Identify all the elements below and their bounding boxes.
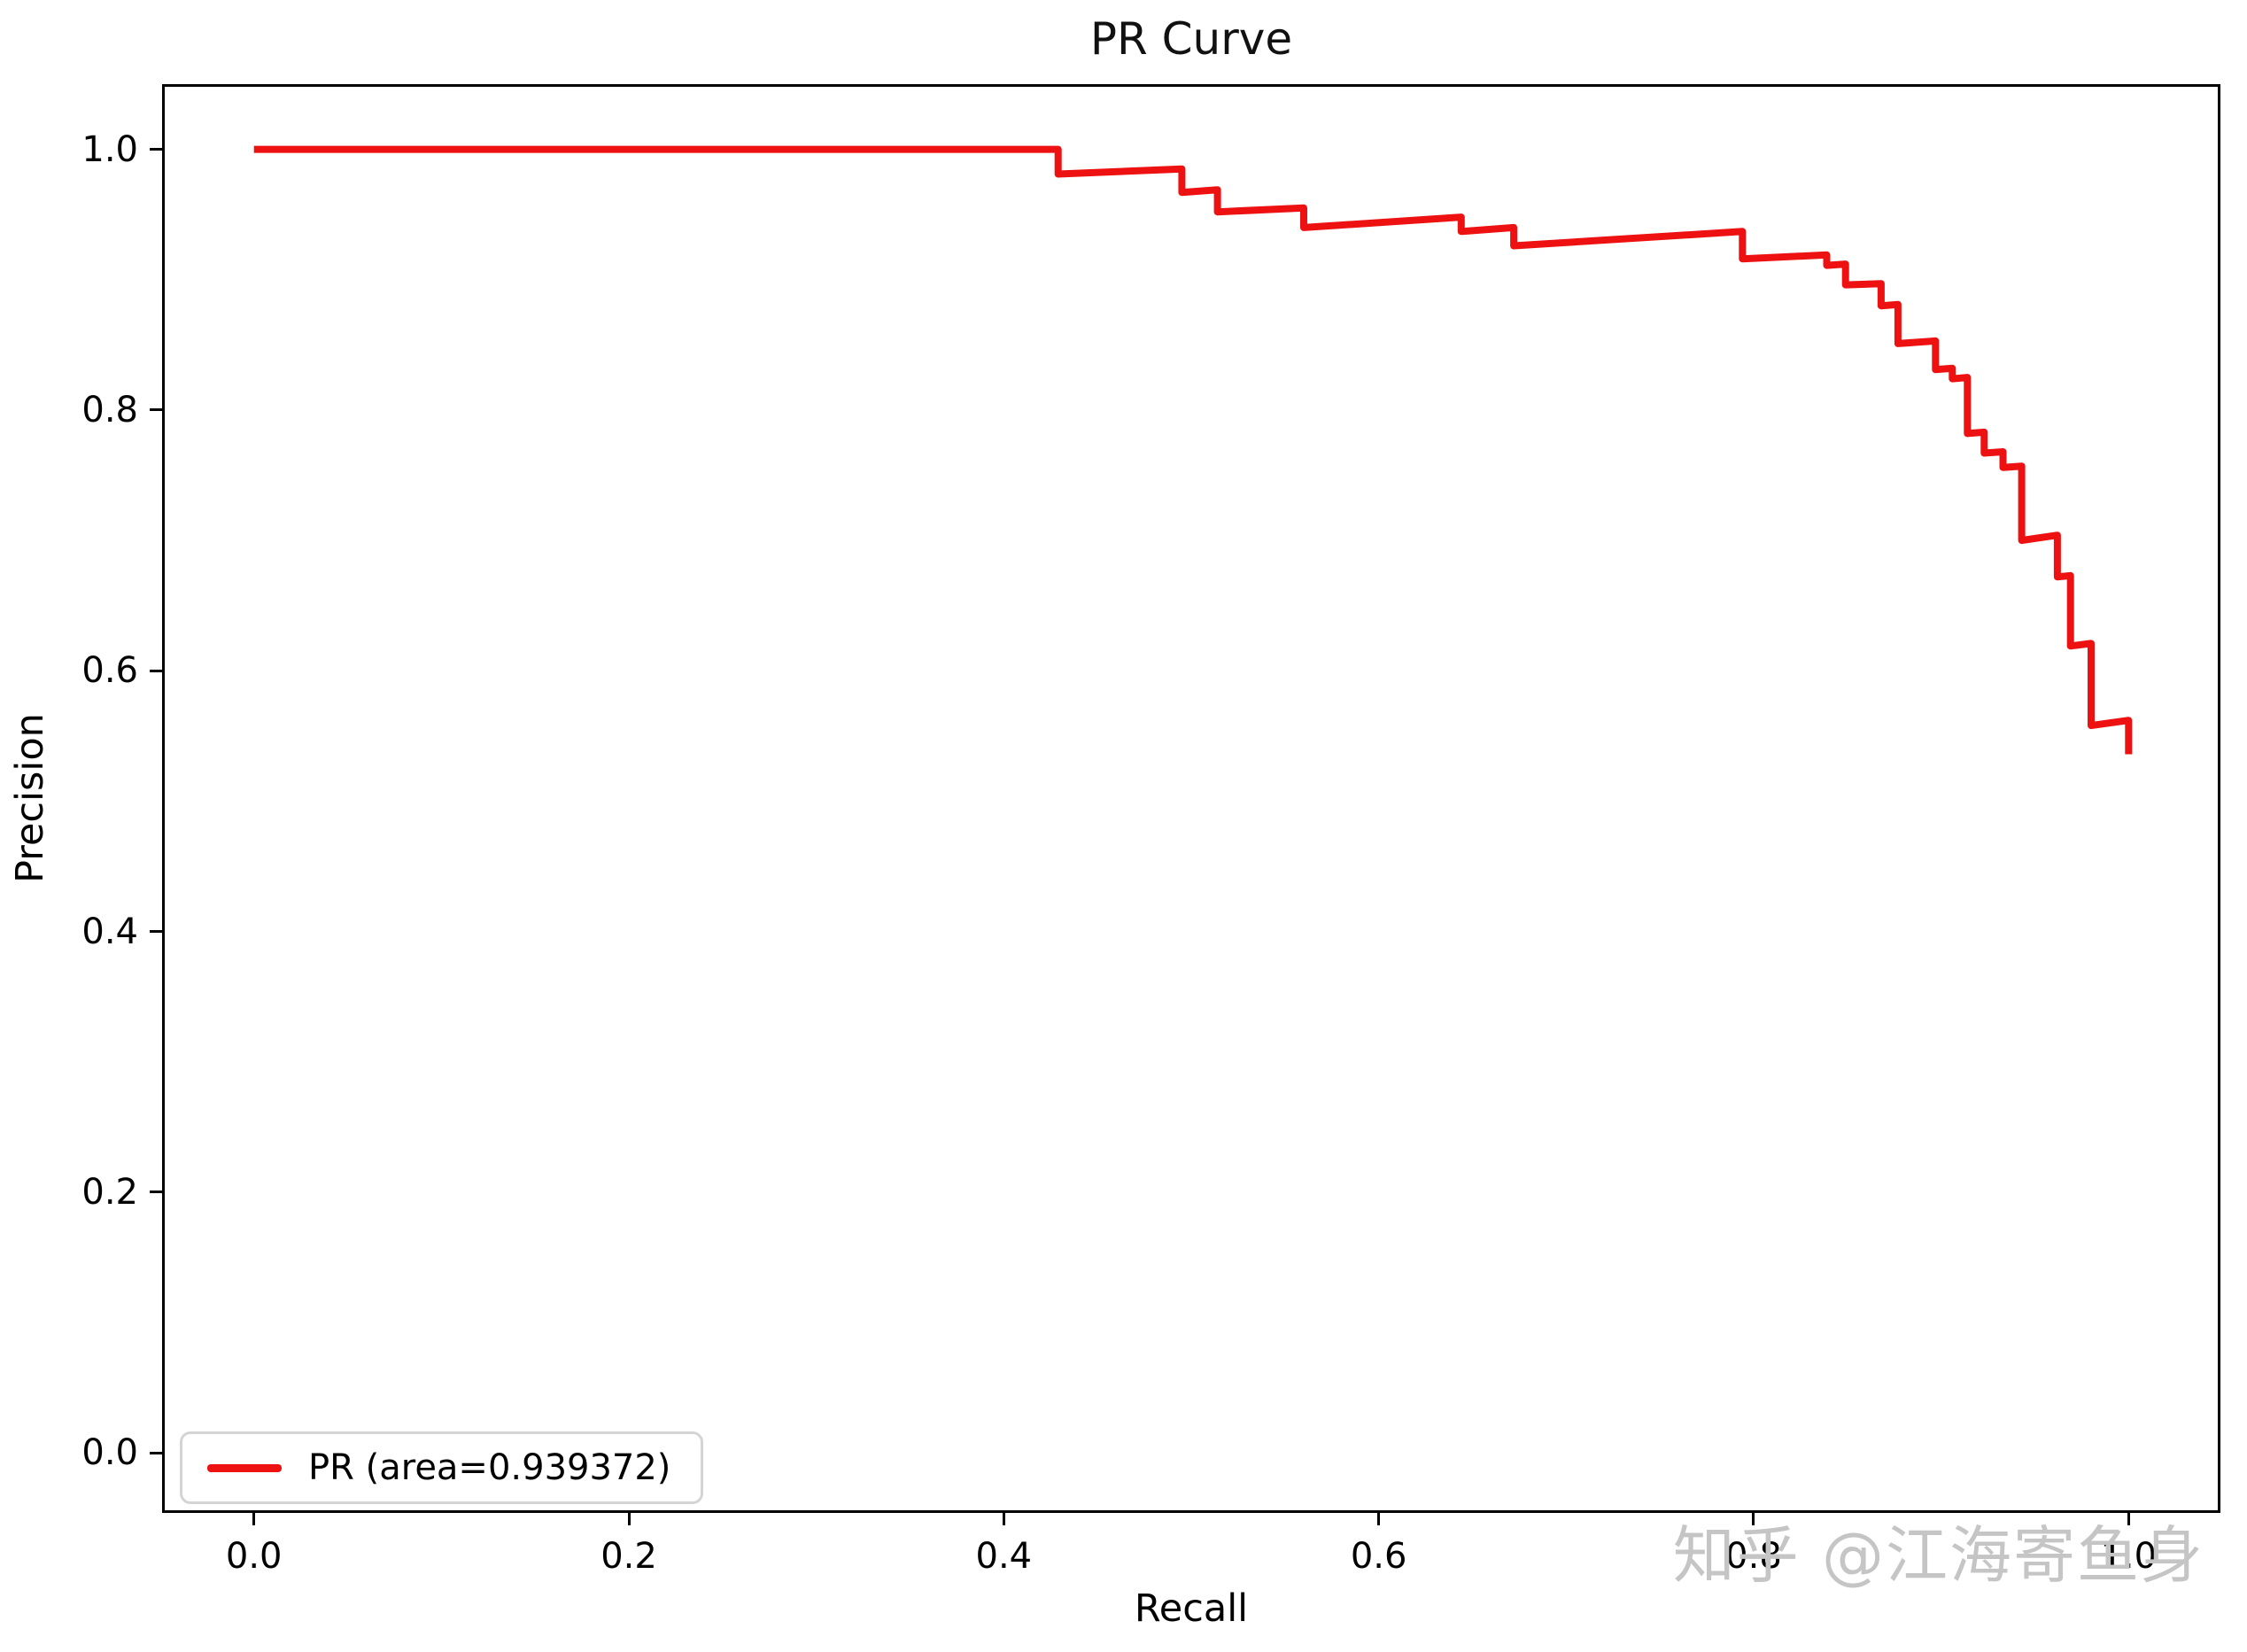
y-tick-mark	[150, 408, 162, 412]
y-axis-label: Precision	[8, 713, 52, 883]
y-tick-label: 0.6	[81, 650, 138, 692]
x-tick-mark	[2127, 1513, 2130, 1525]
y-tick-mark	[150, 1451, 162, 1454]
y-tick-mark	[150, 148, 162, 151]
legend-line-sample	[207, 1463, 282, 1472]
x-axis-label: Recall	[1134, 1586, 1249, 1631]
y-tick-mark	[150, 669, 162, 672]
x-tick-label: 0.2	[600, 1536, 657, 1577]
x-tick-mark	[1377, 1513, 1381, 1525]
x-tick-label: 0.8	[1725, 1536, 1782, 1577]
y-tick-mark	[150, 930, 162, 934]
pr-curve-plot	[253, 145, 2133, 755]
x-tick-mark	[252, 1513, 256, 1525]
plot-area	[162, 84, 2220, 1513]
y-tick-label: 0.2	[81, 1171, 138, 1213]
x-tick-mark	[1752, 1513, 1755, 1525]
x-tick-label: 0.6	[1350, 1536, 1407, 1577]
pr-curve-line	[253, 145, 2133, 755]
x-tick-label: 0.0	[225, 1536, 283, 1577]
y-tick-label: 0.8	[81, 389, 138, 430]
legend-label: PR (area=0.939372)	[308, 1447, 671, 1488]
legend: PR (area=0.939372)	[180, 1431, 704, 1504]
x-tick-mark	[627, 1513, 631, 1525]
y-tick-label: 0.4	[81, 911, 138, 952]
watermark: 知乎 @江海寄鱼身	[1672, 1519, 2204, 1592]
x-tick-label: 1.0	[2100, 1536, 2158, 1577]
y-tick-mark	[150, 1191, 162, 1194]
y-tick-label: 0.0	[81, 1432, 138, 1474]
x-tick-label: 0.4	[975, 1536, 1033, 1577]
y-tick-label: 1.0	[81, 128, 138, 170]
plot-title: PR Curve	[1089, 13, 1293, 65]
x-tick-mark	[1002, 1513, 1005, 1525]
